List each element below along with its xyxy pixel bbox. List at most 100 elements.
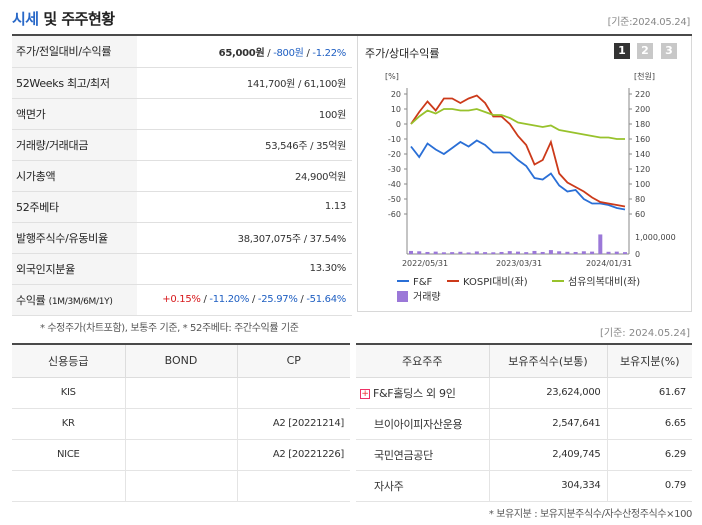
x-tick-label: 2023/03/31 — [496, 259, 542, 268]
holder-pct: 6.65 — [607, 408, 692, 440]
chart-page-1-button[interactable]: 1 — [614, 43, 630, 59]
right-tick-label: 80 — [635, 195, 645, 204]
right-axis-unit: [천원] — [634, 71, 655, 81]
series-line — [410, 139, 626, 211]
credit-cp — [237, 470, 350, 502]
series-line — [410, 94, 626, 208]
credit-bond — [125, 408, 238, 440]
table-row: 거래량/거래대금 53,546주 / 35억원 — [12, 129, 352, 161]
left-tick-label: -20 — [388, 150, 401, 159]
table-row: KIS — [12, 377, 350, 409]
legend-label: 섬유의복대비(좌) — [568, 276, 640, 288]
major-shareholders-table: 주요주주 보유주식수(보통) 보유지분(%) + F&F홀딩스 외 9인 23,6… — [356, 343, 692, 502]
credit-cp: A2 [20221226] — [237, 439, 350, 471]
mcap-label: 시가총액 — [12, 160, 137, 192]
table-row: 브이아이피자산운용 2,547,641 6.65 — [356, 408, 692, 440]
legend-label: 거래량 — [413, 291, 441, 303]
credit-agency: KR — [12, 408, 126, 440]
holder-name[interactable]: + F&F홀딩스 외 9인 — [356, 377, 490, 409]
par-label: 액면가 — [12, 98, 137, 130]
quote-table: 주가/전일대비/수익률 65,000원 / -800원 / -1.22% 52W… — [12, 36, 352, 316]
holders-footnote: * 보유지분 : 보유지분주식수/자수산정주식수×100 — [488, 509, 693, 520]
volume-bar — [507, 251, 512, 254]
left-tick-label: -60 — [388, 210, 401, 219]
volume-bar — [474, 251, 479, 254]
foreign-label: 외국인지분율 — [12, 253, 137, 285]
table-row: 액면가 100원 — [12, 98, 352, 130]
shares-value: 38,307,075주 / 37.54% — [137, 222, 352, 254]
chart-page-3-button[interactable]: 3 — [661, 43, 677, 59]
returns-value: +0.15% / -11.20% / -25.97% / -51.64% — [137, 284, 352, 316]
volume-bar — [532, 250, 537, 254]
volume-bar — [450, 252, 455, 254]
credit-bond — [125, 439, 238, 471]
credit-bond — [125, 470, 238, 502]
holder-shares: 2,409,745 — [489, 439, 608, 471]
holder-shares: 304,334 — [489, 470, 608, 502]
section-title: 시세 및 주주현황 — [12, 10, 115, 28]
credit-bond — [125, 377, 238, 409]
holder-pct: 6.29 — [607, 439, 692, 471]
quote-footnote: * 수정주가(차트포함), 보통주 기준, * 52주베타: 주간수익률 기준 — [40, 323, 299, 334]
price-label: 주가/전일대비/수익률 — [12, 36, 137, 68]
right-tick-label: 220 — [635, 90, 650, 99]
holders-header-name: 주요주주 — [356, 344, 490, 378]
volume-bar — [417, 251, 422, 254]
w52-label: 52Weeks 최고/최저 — [12, 67, 137, 99]
base-date-2: [기준: 2024.05.24] — [599, 328, 690, 339]
holder-name: 브이아이피자산운용 — [356, 408, 490, 440]
left-tick-label: -10 — [388, 135, 401, 144]
expand-icon[interactable]: + — [360, 388, 370, 399]
table-row: 52주베타 1.13 — [12, 191, 352, 223]
left-tick-label: 0 — [396, 120, 401, 129]
right-tick-label: 60 — [635, 210, 645, 219]
table-row: 52Weeks 최고/최저 141,700원 / 61,100원 — [12, 67, 352, 99]
holders-header-pct: 보유지분(%) — [607, 344, 692, 378]
volume-bar — [614, 251, 619, 254]
left-tick-label: 20 — [391, 90, 401, 99]
volume-bar — [441, 252, 446, 254]
right-tick-label: 100 — [635, 180, 650, 189]
credit-agency: NICE — [12, 439, 126, 471]
volume-bar — [516, 251, 520, 254]
volume-bar — [581, 251, 586, 254]
volume-tick-label: 1,000,000 — [635, 233, 676, 242]
holder-pct: 61.67 — [607, 377, 692, 409]
volume-bar — [606, 251, 611, 254]
par-value: 100원 — [137, 98, 352, 130]
volume-bar — [499, 251, 504, 254]
x-tick-label: 2022/05/31 — [402, 259, 448, 268]
holder-name: 국민연금공단 — [356, 439, 490, 471]
volume-bar — [623, 252, 627, 254]
w52-value: 141,700원 / 61,100원 — [137, 67, 352, 99]
right-tick-label: 180 — [635, 120, 650, 129]
volume-bar — [491, 252, 496, 254]
left-tick-label: 10 — [391, 105, 401, 114]
credit-cp: A2 [20221214] — [237, 408, 350, 440]
holder-name: 자사주 — [356, 470, 490, 502]
credit-header-cp: CP — [237, 344, 350, 378]
chart-page-2-button[interactable]: 2 — [637, 43, 653, 59]
volume-bar — [557, 251, 562, 254]
volume-bar — [425, 251, 430, 254]
volume-bar — [598, 234, 603, 254]
credit-rating-table: 신용등급 BOND CP KIS KR A2 [20221214] NICE A… — [12, 343, 350, 502]
volume-bar — [433, 251, 438, 254]
holder-shares: 2,547,641 — [489, 408, 608, 440]
volume-bar — [548, 250, 553, 254]
volume-bar — [590, 251, 595, 254]
volume-value: 53,546주 / 35억원 — [137, 129, 352, 161]
mcap-value: 24,900억원 — [137, 160, 352, 192]
table-row: 시가총액 24,900억원 — [12, 160, 352, 192]
table-row: 발행주식수/유동비율 38,307,075주 / 37.54% — [12, 222, 352, 254]
left-axis-unit: [%] — [385, 72, 399, 81]
volume-bar — [573, 251, 578, 254]
credit-cp — [237, 377, 350, 409]
table-row: 수익률 (1M/3M/6M/1Y) +0.15% / -11.20% / -25… — [12, 284, 352, 316]
holder-shares: 23,624,000 — [489, 377, 608, 409]
shares-label: 발행주식수/유동비율 — [12, 222, 137, 254]
beta-label: 52주베타 — [12, 191, 137, 223]
volume-bar — [540, 251, 545, 254]
table-row: 자사주 304,334 0.79 — [356, 470, 692, 502]
legend-label: F&F — [413, 277, 433, 288]
